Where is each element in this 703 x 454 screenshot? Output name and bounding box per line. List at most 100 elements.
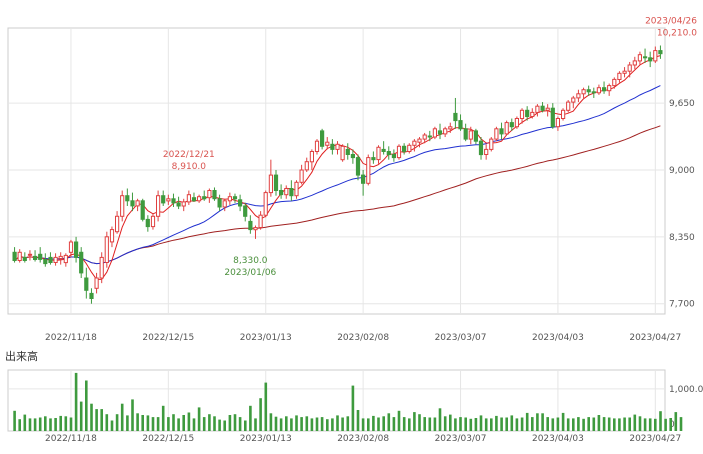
- volume-bar: [44, 416, 47, 431]
- candle-body: [437, 130, 443, 135]
- candle: [371, 151, 376, 164]
- candle-body: [125, 195, 130, 202]
- candle-body: [509, 122, 514, 128]
- candle-body: [355, 157, 361, 176]
- candle-body: [222, 200, 227, 208]
- annotation-date: 2022/12/21: [163, 150, 215, 160]
- volume-bar: [74, 372, 78, 431]
- volume-bar: [120, 403, 124, 431]
- candle-body: [535, 105, 540, 113]
- candle: [504, 120, 509, 135]
- candle-body: [94, 277, 99, 289]
- candle: [197, 194, 202, 203]
- candle: [478, 137, 484, 160]
- candle: [248, 215, 253, 234]
- candle: [268, 159, 273, 197]
- candle-body: [238, 199, 243, 207]
- price-panel: 7,700 8,350 9,000 9,650 2022/12/21 8,910.0 8,3…: [7, 16, 697, 343]
- candle: [407, 143, 412, 154]
- candle-body: [371, 157, 376, 161]
- volume-bar: [361, 418, 365, 431]
- candle: [294, 180, 299, 199]
- candle-body: [432, 128, 437, 138]
- candle: [622, 67, 627, 78]
- candle-body: [402, 145, 407, 152]
- candle-body: [176, 202, 181, 207]
- candle: [222, 198, 227, 212]
- volume-bar: [295, 415, 298, 431]
- candle: [74, 236, 79, 263]
- candle-body: [258, 214, 263, 228]
- price-x-tick-label: 2023/01/13: [240, 333, 292, 343]
- volume-bar: [438, 408, 442, 431]
- volume-bar: [659, 411, 662, 431]
- candle-body: [617, 72, 622, 81]
- candle-body: [422, 134, 427, 140]
- price-y-tick-label: 9,000: [669, 166, 695, 176]
- candle: [27, 250, 33, 261]
- candle: [330, 139, 335, 155]
- volume-bar: [613, 418, 616, 431]
- volume-bar: [197, 407, 201, 431]
- volume-bar: [115, 414, 119, 431]
- volume-bar: [618, 418, 621, 431]
- candle: [437, 123, 443, 140]
- volume-bar: [351, 385, 355, 431]
- candle: [309, 149, 314, 170]
- volume-bar: [249, 405, 252, 431]
- candle: [115, 211, 120, 234]
- candle-body: [381, 148, 386, 152]
- candle: [212, 187, 217, 201]
- candle: [566, 100, 571, 113]
- candle-body: [463, 128, 468, 140]
- candle-body: [612, 78, 617, 87]
- volume-bar: [372, 415, 375, 431]
- candle-body: [396, 145, 402, 159]
- candle: [530, 108, 535, 119]
- volume-bar: [136, 413, 139, 431]
- candle: [417, 137, 422, 148]
- candle: [612, 77, 617, 89]
- candle: [68, 239, 74, 258]
- volume-bar: [413, 412, 416, 431]
- candle: [586, 85, 591, 96]
- annotation-value: 8,330.0: [233, 256, 268, 266]
- volume-bar: [38, 417, 42, 431]
- candle: [238, 194, 243, 212]
- candle-body: [17, 251, 22, 262]
- candle-body: [345, 148, 350, 155]
- candle-body: [120, 195, 125, 217]
- candle-body: [478, 140, 484, 156]
- volume-bar: [556, 417, 560, 431]
- candle-body: [653, 50, 658, 62]
- volume-bar: [131, 399, 134, 431]
- candle: [43, 253, 48, 267]
- volume-x-tick-label: 2023/02/08: [337, 434, 389, 444]
- candle-body: [135, 200, 140, 207]
- volume-bar: [515, 418, 519, 431]
- candle-body: [79, 251, 84, 274]
- candle: [519, 108, 525, 124]
- candle: [48, 252, 53, 265]
- price-x-tick-label: 2023/04/27: [629, 333, 681, 343]
- volume-bar: [100, 409, 103, 431]
- candle-body: [58, 255, 63, 259]
- volume-bar: [110, 420, 114, 431]
- volume-x-tick-label: 2023/03/07: [435, 434, 487, 444]
- candle-body: [145, 218, 150, 228]
- volume-bar: [479, 415, 483, 431]
- candle-body: [150, 215, 156, 228]
- candle-body: [299, 169, 304, 183]
- annotation-date: 2023/01/06: [224, 268, 276, 278]
- candle-body: [643, 56, 648, 59]
- candle-body: [627, 64, 632, 72]
- candle-body: [545, 107, 550, 111]
- candle-body: [109, 229, 115, 243]
- candle: [345, 143, 350, 160]
- candle-body: [186, 194, 192, 203]
- candle: [591, 87, 596, 98]
- volume-bar: [551, 418, 555, 431]
- candle: [207, 188, 212, 203]
- candle-body: [561, 109, 566, 120]
- candle: [325, 137, 330, 150]
